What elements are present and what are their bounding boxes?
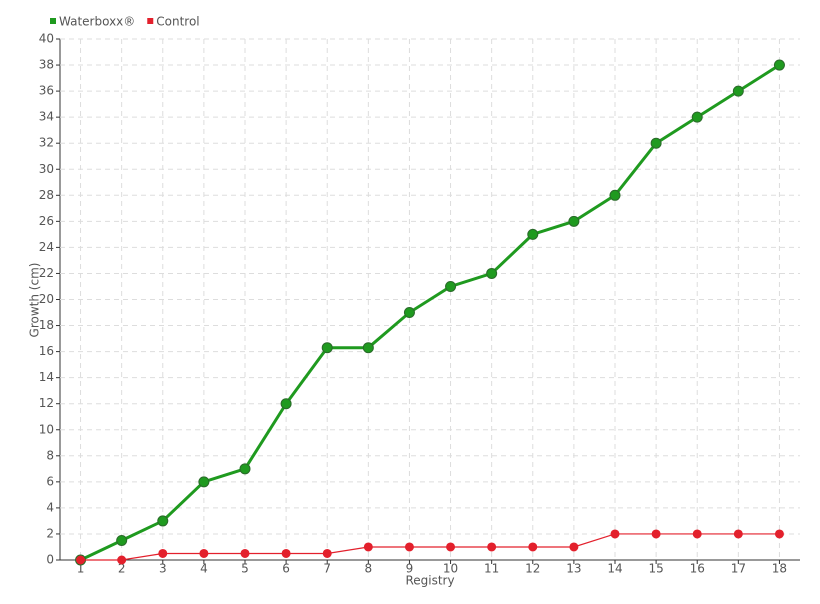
- data-point: [198, 476, 210, 488]
- data-point: [117, 555, 127, 565]
- x-tick-label: 17: [731, 562, 746, 576]
- x-tick-label: 7: [323, 562, 331, 576]
- y-tick-label: 40: [39, 32, 54, 46]
- data-point: [528, 542, 538, 552]
- y-tick-label: 20: [39, 292, 54, 306]
- x-tick-label: 12: [525, 562, 540, 576]
- y-axis-label: Growth (cm): [28, 263, 42, 338]
- legend-label: Waterboxx®: [59, 15, 135, 29]
- y-tick-label: 12: [39, 396, 54, 410]
- data-point: [651, 529, 661, 539]
- data-point: [281, 548, 291, 558]
- x-tick-label: 16: [690, 562, 705, 576]
- legend-marker: [147, 18, 154, 24]
- y-tick-label: 10: [39, 422, 54, 436]
- y-tick-label: 32: [39, 136, 54, 150]
- data-point: [239, 463, 251, 475]
- data-point: [568, 215, 580, 227]
- y-tick-label: 6: [46, 474, 54, 488]
- y-tick-label: 14: [39, 370, 54, 384]
- data-point: [733, 529, 743, 539]
- series-line: [79, 63, 781, 562]
- y-tick-label: 2: [46, 526, 54, 540]
- data-point: [158, 548, 168, 558]
- y-tick-label: 4: [46, 500, 54, 514]
- x-tick-label: 9: [406, 562, 414, 576]
- y-tick-label: 22: [39, 266, 54, 280]
- data-point: [446, 542, 456, 552]
- data-point: [199, 548, 209, 558]
- data-point: [609, 189, 621, 201]
- y-tick-label: 0: [46, 553, 54, 567]
- x-tick-label: 14: [607, 562, 622, 576]
- data-point: [487, 542, 497, 552]
- y-tick-label: 18: [39, 318, 54, 332]
- x-tick-label: 11: [484, 562, 499, 576]
- data-point: [486, 267, 498, 279]
- x-tick-label: 5: [241, 562, 249, 576]
- data-point: [116, 534, 128, 546]
- data-point: [569, 542, 579, 552]
- data-point: [363, 542, 373, 552]
- data-point: [732, 85, 744, 97]
- y-tick-label: 8: [46, 448, 54, 462]
- data-point: [322, 548, 332, 558]
- x-tick-label: 15: [648, 562, 663, 576]
- data-point: [691, 111, 703, 123]
- data-point: [773, 59, 785, 71]
- data-point: [692, 529, 702, 539]
- data-point: [362, 342, 374, 354]
- data-point: [527, 228, 539, 240]
- data-point: [610, 529, 620, 539]
- y-tick-label: 24: [39, 240, 54, 254]
- data-point: [404, 542, 414, 552]
- x-tick-label: 2: [118, 562, 126, 576]
- y-tick-label: 28: [39, 188, 54, 202]
- y-tick-label: 36: [39, 84, 54, 98]
- y-tick-label: 34: [39, 110, 54, 124]
- data-point: [445, 280, 457, 292]
- x-tick-label: 8: [365, 562, 373, 576]
- data-point: [774, 529, 784, 539]
- data-point: [650, 137, 662, 149]
- y-tick-label: 30: [39, 162, 54, 176]
- legend-label: Control: [156, 15, 199, 29]
- legend-marker: [50, 18, 56, 24]
- x-tick-label: 4: [200, 562, 208, 576]
- y-tick-label: 26: [39, 214, 54, 228]
- data-point: [76, 555, 86, 565]
- x-axis-label: Registry: [405, 574, 454, 588]
- x-tick-label: 13: [566, 562, 581, 576]
- y-tick-label: 16: [39, 344, 54, 358]
- data-point: [403, 307, 415, 319]
- data-point: [321, 342, 333, 354]
- x-tick-label: 6: [282, 562, 290, 576]
- series-line: [80, 533, 780, 561]
- x-tick-label: 18: [772, 562, 787, 576]
- x-tick-label: 10: [443, 562, 458, 576]
- y-tick-label: 38: [39, 58, 54, 72]
- data-point: [240, 548, 250, 558]
- x-tick-label: 1: [77, 562, 85, 576]
- data-point: [280, 398, 292, 410]
- x-tick-label: 3: [159, 562, 167, 576]
- data-point: [157, 515, 169, 527]
